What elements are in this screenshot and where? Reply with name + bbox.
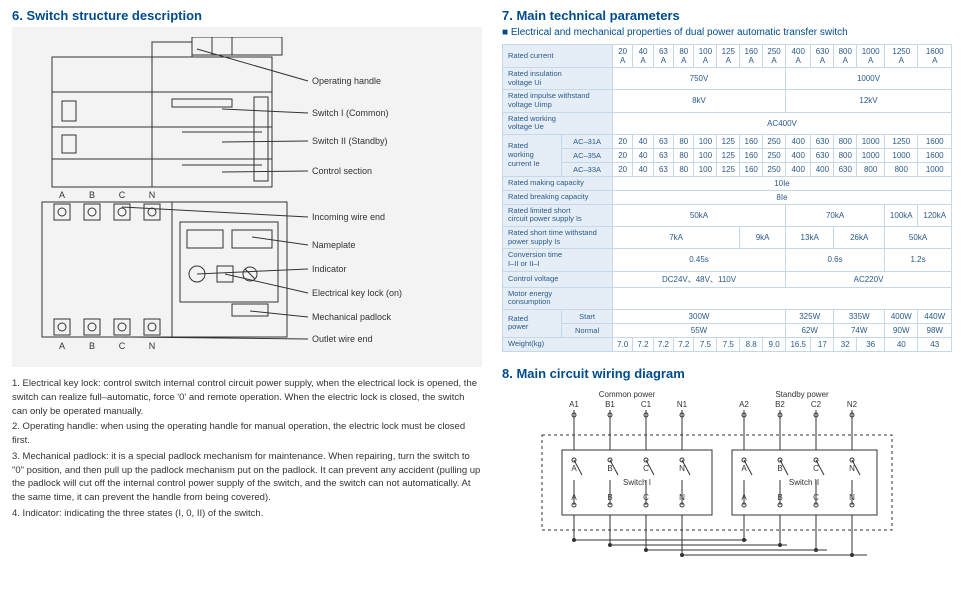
diagram-label-control-section: Control section <box>312 166 372 176</box>
svg-text:N2: N2 <box>847 400 858 409</box>
svg-text:C: C <box>813 464 819 473</box>
svg-text:A: A <box>571 464 577 473</box>
svg-text:C: C <box>643 464 649 473</box>
svg-text:N: N <box>679 493 685 502</box>
svg-text:C1: C1 <box>641 400 652 409</box>
section6-para-1: 1. Electrical key lock: control switch i… <box>12 377 482 418</box>
diagram-label-switch2: Switch II (Standby) <box>312 136 388 146</box>
svg-text:A: A <box>741 493 747 502</box>
svg-text:B2: B2 <box>775 400 785 409</box>
svg-text:Common power: Common power <box>599 390 656 399</box>
svg-text:A1: A1 <box>569 400 579 409</box>
parameters-table: Rated current20A40A63A80A100A125A160A250… <box>502 44 952 352</box>
svg-text:Switch I: Switch I <box>623 478 651 487</box>
svg-text:B: B <box>777 493 782 502</box>
svg-text:C: C <box>643 493 649 502</box>
svg-text:A: A <box>741 464 747 473</box>
section6-para-3: 3. Mechanical padlock: it is a special p… <box>12 450 482 505</box>
svg-text:N: N <box>149 341 156 351</box>
svg-text:B1: B1 <box>605 400 615 409</box>
section7-title: 7. Main technical parameters <box>502 8 952 23</box>
svg-text:Standby power: Standby power <box>775 390 829 399</box>
svg-text:N: N <box>849 493 855 502</box>
svg-text:A: A <box>59 190 65 200</box>
svg-text:Switch II: Switch II <box>789 478 819 487</box>
svg-text:A2: A2 <box>739 400 749 409</box>
svg-text:C: C <box>119 341 126 351</box>
section7-subtitle: Electrical and mechanical properties of … <box>502 27 952 38</box>
section6-body: 1. Electrical key lock: control switch i… <box>12 377 482 521</box>
svg-text:B: B <box>89 341 95 351</box>
diagram-label-outlet-wire: Outlet wire end <box>312 334 373 344</box>
section8-title: 8. Main circuit wiring diagram <box>502 366 952 381</box>
diagram-label-switch1: Switch I (Common) <box>312 108 389 118</box>
svg-text:N1: N1 <box>677 400 688 409</box>
svg-text:B: B <box>607 493 612 502</box>
svg-text:N: N <box>849 464 855 473</box>
section6-title: 6. Switch structure description <box>12 8 482 23</box>
diagram-label-incoming-wire: Incoming wire end <box>312 212 385 222</box>
svg-text:A: A <box>571 493 577 502</box>
svg-text:C: C <box>119 190 126 200</box>
svg-text:B: B <box>607 464 612 473</box>
svg-text:A: A <box>59 341 65 351</box>
section6-para-2: 2. Operating handle: when using the oper… <box>12 420 482 448</box>
diagram-label-key-lock: Electrical key lock (on) <box>312 288 402 298</box>
svg-text:N: N <box>679 464 685 473</box>
section6-para-4: 4. Indicator: indicating the three state… <box>12 507 482 521</box>
svg-text:N: N <box>149 190 156 200</box>
diagram-label-indicator: Indicator <box>312 264 347 274</box>
diagram-label-nameplate: Nameplate <box>312 240 356 250</box>
wiring-diagram: Common power Standby power Switch I Swit… <box>502 385 942 565</box>
diagram-label-operating-handle: Operating handle <box>312 76 381 86</box>
svg-text:B: B <box>89 190 95 200</box>
svg-text:B: B <box>777 464 782 473</box>
diagram-label-mech-padlock: Mechanical padlock <box>312 312 392 322</box>
svg-text:C2: C2 <box>811 400 822 409</box>
svg-text:C: C <box>813 493 819 502</box>
switch-structure-diagram: A B C N A B C N Operating handle Switch I (Comm… <box>12 27 482 367</box>
